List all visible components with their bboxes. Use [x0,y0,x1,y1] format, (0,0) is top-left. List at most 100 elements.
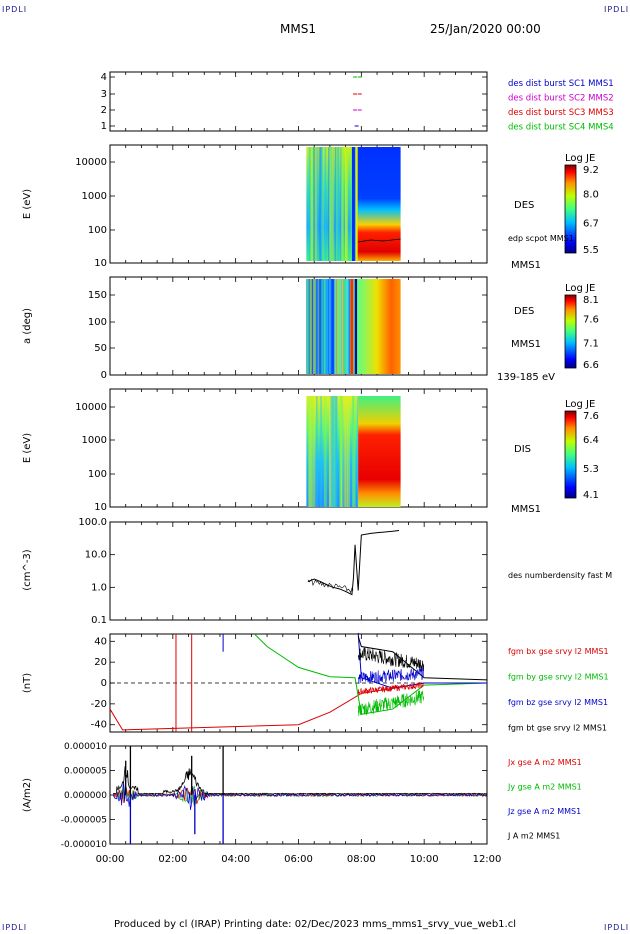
des-energy-sublabel: edp scpot MMS1 [508,234,574,243]
bfield-trace-3 [357,635,488,681]
current-y-tick: 0.000005 [64,767,107,777]
des-pitch-colorbar-title: Log JE [565,283,595,294]
burst-y-tick: 1 [101,121,107,132]
current-y-tick: 0.000010 [64,742,107,752]
dis-energy-colorbar-title: Log JE [565,399,595,410]
des-energy-colorbar-tick: 5.5 [583,245,599,256]
corner-mark-tl: IPDLI [2,5,28,14]
dis-energy-stripe [310,396,312,507]
x-tick-label: 08:00 [347,854,376,865]
bfield-trace-1 [254,633,488,715]
des-pitch-stripe [341,279,345,374]
des-pitch-sc: MMS1 [511,339,541,350]
des-energy-colorbar-tick: 8.0 [583,189,599,200]
des-energy-label: DES [514,200,534,211]
des-energy-y-tick: 10 [94,258,107,269]
current-y-tick: 0.000000 [64,791,107,801]
current-trace-jmag [113,766,488,795]
dis-energy-spectrogram-right [358,396,401,507]
des-pitch-stripe [315,279,317,374]
des-pitch-frame [109,276,488,376]
dis-energy-label: DIS [514,444,531,455]
bfield-noise-bz [357,667,425,685]
des-pitch-stripe [339,279,341,374]
des-energy-stripe [335,147,338,261]
corner-mark-bl: IPDLI [2,923,28,932]
dis-energy-stripe [352,396,355,507]
bfield-legend-entry: fgm bx gse srvy l2 MMS1 [508,647,609,656]
dis-energy-stripe [339,396,342,507]
current-legend-entry: Jz gse A m2 MMS1 [507,807,581,816]
current-y-tick: -0.000005 [61,816,107,826]
dis-energy-colorbar-tick: 7.6 [583,411,599,422]
bfield-ylabel: (nT) [22,673,33,693]
des-pitch-stripe [331,279,334,374]
dis-energy-stripe [332,396,335,507]
des-energy-stripe [334,147,337,261]
des-pitch-ylabel: a (deg) [22,308,33,344]
dis-energy-colorbar-tick: 6.4 [583,435,599,446]
des-pitch-colorbar-tick: 6.6 [583,360,599,371]
des-energy-stripe [308,147,311,261]
bfield-y-tick: -20 [91,699,107,710]
des-pitch-y-tick: 50 [94,343,107,354]
bfield-legend-entry: fgm by gse srvy l2 MMS1 [508,673,609,682]
des-pitch-y-tick: 0 [101,370,107,381]
dis-energy-stripe [340,396,342,507]
des-energy-ylabel: E (eV) [22,189,33,219]
scpot-trace [358,238,401,243]
x-tick-label: 12:00 [473,854,502,865]
des-energy-frame [109,144,488,264]
des-pitch-stripe [313,279,316,374]
corner-mark-br: IPDLI [604,923,630,932]
dis-energy-stripe [316,396,318,507]
dis-energy-stripe [347,396,350,507]
des-pitch-stripe [309,279,312,374]
bfield-legend-entry: fgm bz gse srvy l2 MMS1 [508,698,608,707]
des-energy-colorbar [564,164,577,254]
dis-energy-stripe [345,396,348,507]
des-energy-colorbar-title: Log JE [565,153,595,164]
dis-energy-y-tick: 10 [94,502,107,513]
des-energy-y-tick: 1000 [82,191,107,202]
current-y-tick: -0.000010 [61,840,107,850]
des-pitch-stripe [318,279,321,374]
burst-legend-entry: des dist burst SC1 MMS1 [508,79,614,89]
dis-energy-y-tick: 100 [88,469,107,480]
x-tick-label: 10:00 [410,854,439,865]
des-pitch-colorbar [564,294,577,369]
des-pitch-stripe [321,279,324,374]
des-pitch-stripe [344,279,347,374]
dis-energy-stripe [340,396,342,507]
corner-mark-tr: IPDLI [604,5,630,14]
des-energy-stripe [337,147,340,261]
density-frame [109,521,488,621]
des-energy-colorbar-tick: 6.7 [583,219,599,230]
plot-title: MMS1 [280,22,316,36]
burst-legend-entry: des dist burst SC4 MMS4 [508,123,614,133]
dis-energy-stripe [323,396,327,507]
density-y-tick: 1.0 [91,582,107,593]
des-energy-sc: MMS1 [511,260,541,271]
bfield-noise-bx [357,681,425,695]
des-pitch-stripe [335,279,338,374]
dis-energy-ylabel: E (eV) [22,433,33,463]
density-noise [307,578,354,594]
current-legend-entry: Jx gse A m2 MMS1 [507,758,582,767]
des-energy-colorbar-tick: 9.2 [583,165,599,176]
dis-energy-stripe [343,396,346,507]
x-tick-label: 00:00 [96,854,125,865]
bfield-y-tick: 40 [94,636,107,647]
dis-energy-stripe [341,396,343,507]
dis-energy-stripe [329,396,331,507]
burst-y-tick: 2 [101,105,107,116]
density-trace [307,529,400,596]
x-tick-label: 04:00 [221,854,250,865]
dis-energy-y-tick: 1000 [82,435,107,446]
des-pitch-y-tick: 100 [88,317,107,328]
current-trace-jz [112,781,487,810]
dis-energy-stripe [334,396,338,507]
bfield-trace-0 [109,682,487,731]
des-pitch-range: 139-185 eV [497,372,555,383]
